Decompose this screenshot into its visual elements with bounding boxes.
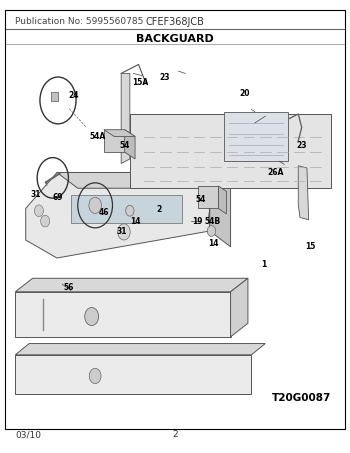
Text: 54: 54 <box>196 195 206 204</box>
Text: 15A: 15A <box>132 78 148 87</box>
Text: 15: 15 <box>305 242 316 251</box>
Polygon shape <box>26 173 210 258</box>
Text: 26A: 26A <box>267 168 284 177</box>
Circle shape <box>207 226 216 236</box>
Polygon shape <box>15 278 248 292</box>
Text: 14: 14 <box>208 239 218 248</box>
Circle shape <box>34 205 43 217</box>
Text: 31: 31 <box>117 226 127 236</box>
Text: 24: 24 <box>68 92 79 101</box>
Circle shape <box>89 197 102 213</box>
Text: T20G0087: T20G0087 <box>272 394 331 404</box>
Polygon shape <box>125 130 135 159</box>
Text: 2: 2 <box>172 430 178 439</box>
Text: 23: 23 <box>159 73 170 82</box>
Text: BACKGUARD: BACKGUARD <box>136 34 214 44</box>
Polygon shape <box>231 278 248 337</box>
Polygon shape <box>15 292 231 337</box>
Polygon shape <box>218 186 226 214</box>
Circle shape <box>118 224 130 240</box>
Polygon shape <box>130 114 331 188</box>
Text: 19: 19 <box>192 217 203 226</box>
Polygon shape <box>51 92 58 101</box>
Text: 56: 56 <box>64 283 74 292</box>
Polygon shape <box>57 173 231 188</box>
Circle shape <box>126 205 134 216</box>
Polygon shape <box>210 173 231 247</box>
Polygon shape <box>71 195 182 223</box>
Text: 46: 46 <box>99 208 109 217</box>
Text: 69: 69 <box>52 193 63 202</box>
Text: Publication No: 5995560785: Publication No: 5995560785 <box>15 17 144 26</box>
Text: 31: 31 <box>31 190 41 199</box>
Text: 14: 14 <box>130 217 141 226</box>
Text: 03/10: 03/10 <box>15 430 41 439</box>
Polygon shape <box>197 186 218 208</box>
Polygon shape <box>104 130 125 152</box>
Text: CFEF368JCB: CFEF368JCB <box>146 17 204 27</box>
Text: 20: 20 <box>239 89 250 98</box>
Text: 54A: 54A <box>89 132 105 141</box>
Text: 54B: 54B <box>204 217 220 226</box>
Circle shape <box>41 215 50 227</box>
Polygon shape <box>104 130 135 136</box>
Polygon shape <box>15 355 251 394</box>
Circle shape <box>89 368 101 384</box>
Circle shape <box>85 308 99 326</box>
Text: 54: 54 <box>119 141 130 150</box>
Text: 1: 1 <box>261 260 266 269</box>
Text: 2: 2 <box>157 205 162 214</box>
Polygon shape <box>15 343 265 355</box>
Text: 23: 23 <box>296 141 307 150</box>
Polygon shape <box>224 112 288 161</box>
Polygon shape <box>298 166 309 220</box>
Polygon shape <box>121 73 130 164</box>
